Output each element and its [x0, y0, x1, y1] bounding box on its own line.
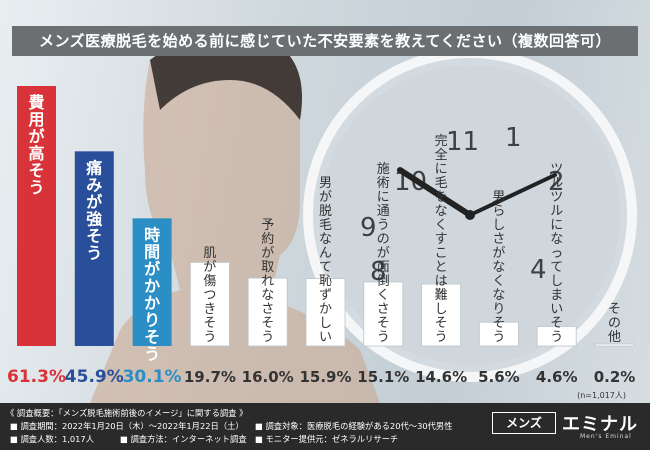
brand-logo: メンズ エミナル Men's Eminal [492, 408, 642, 444]
survey-count: ■ 調査人数：1,017人 [10, 434, 95, 444]
category-label-3: 肌が傷つきそう [203, 246, 216, 345]
value-label-6: 15.1% [357, 368, 409, 386]
logo-main-text: エミナル [562, 414, 638, 435]
bar-chart: 費用が高そう 61.3% 痛みが強そう 45.9% 時間がかかりそう 30.1% 肌が傷つき… [7, 86, 635, 400]
category-label-1: 痛みが強そう [85, 158, 102, 262]
value-label-7: 14.6% [415, 368, 467, 386]
svg-text:8: 8 [370, 257, 387, 287]
survey-target: ■ 調査対象：医療脱毛の経験がある20代〜30代男性 [255, 421, 453, 431]
bar-6 [363, 281, 404, 347]
svg-text:1: 1 [505, 123, 522, 153]
value-label-8: 5.6% [478, 368, 520, 386]
bar-0 [17, 86, 56, 346]
bars-group: 費用が高そう 61.3% 痛みが強そう 45.9% 時間がかかりそう 30.1% 肌が傷つき… [7, 86, 635, 387]
survey-overview: 《 調査概要：「メンズ脱毛施術前後のイメージ」に関する調査 》 [6, 408, 248, 418]
svg-text:9: 9 [360, 213, 377, 243]
survey-provider: ■ モニター提供元：ゼネラルリサーチ [255, 434, 399, 444]
bar-1 [74, 151, 114, 346]
category-label-8: 男らしさがなくなりそう [492, 190, 505, 345]
bar-7 [421, 283, 462, 347]
value-label-4: 16.0% [242, 368, 294, 386]
svg-text:11: 11 [446, 127, 479, 157]
svg-text:4: 4 [530, 255, 547, 285]
logo-sub-text: Men's Eminal [580, 433, 632, 440]
bar-10 [594, 343, 635, 347]
bar-4 [247, 277, 288, 347]
bar-2 [132, 218, 172, 346]
category-label-6: 施術に通うのが面倒くさそう [377, 162, 390, 345]
bar-8 [478, 321, 519, 347]
chart-title: メンズ医療脱毛を始める前に感じていた不安要素を教えてください（複数回答可） [12, 26, 638, 56]
value-label-3: 19.7% [184, 368, 236, 386]
survey-period: ■ 調査期間：2022年1月20日（木）〜2022年1月22日（土） [10, 421, 244, 431]
sample-size-note: (n=1,017人) [577, 391, 626, 400]
value-label-2: 30.1% [123, 367, 182, 387]
category-label-10: その他 [608, 302, 621, 345]
category-label-2: 時間がかかりそう [144, 225, 160, 363]
value-label-5: 15.9% [299, 368, 351, 386]
category-label-4: 予約が取れなさそう [261, 218, 274, 345]
value-label-10: 0.2% [594, 368, 636, 386]
category-label-7: 完全に毛をなくすことは難しそう [435, 134, 448, 345]
value-label-1: 45.9% [65, 367, 124, 387]
logo-box-text: メンズ [492, 412, 556, 434]
bar-3 [189, 262, 230, 347]
value-label-9: 4.6% [536, 368, 578, 386]
category-label-5: 男が脱毛なんて恥ずかしい [319, 176, 332, 345]
bar-5 [305, 278, 346, 347]
survey-method: ■ 調査方法：インターネット調査 [120, 434, 247, 444]
category-label-9: ツルツルになってしまいそう [550, 162, 563, 345]
category-label-0: 費用が高そう [28, 93, 44, 197]
value-label-0: 61.3% [7, 367, 66, 387]
survey-footer: 《 調査概要：「メンズ脱毛施術前後のイメージ」に関する調査 》 ■ 調査期間：2… [0, 403, 650, 450]
bar-9 [536, 326, 577, 347]
